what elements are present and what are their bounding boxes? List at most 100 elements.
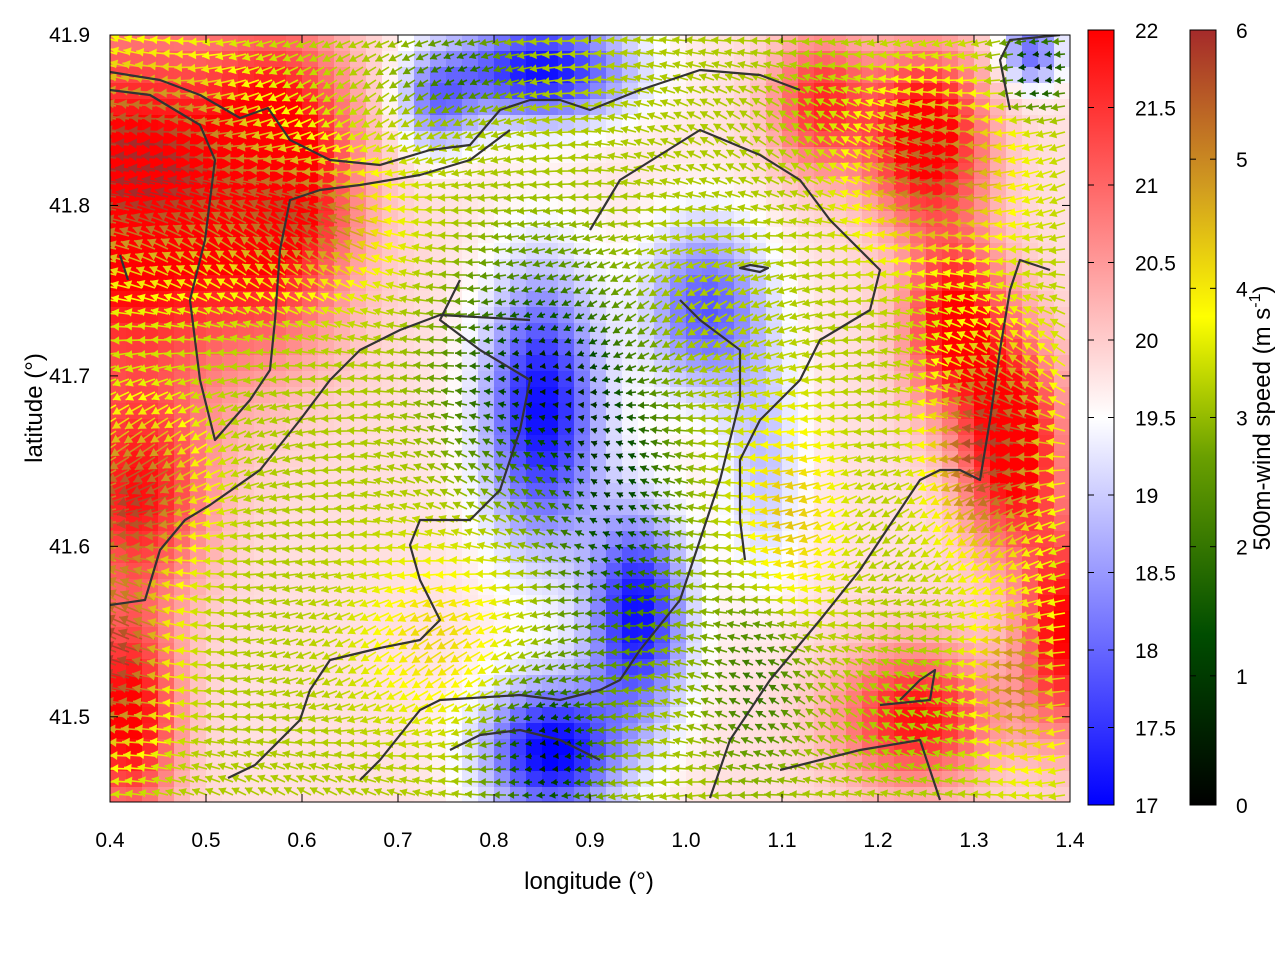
heatmap-cell <box>558 771 575 788</box>
heatmap-cell <box>1054 83 1070 100</box>
heatmap-cell <box>286 355 303 372</box>
heatmap-cell <box>190 739 207 756</box>
heatmap-cell <box>590 723 607 740</box>
heatmap-cell <box>574 451 591 468</box>
heatmap-cell <box>446 275 463 292</box>
heatmap-cell <box>862 787 879 802</box>
heatmap-cell <box>270 355 287 372</box>
heatmap-cell <box>590 35 607 52</box>
heatmap-cell <box>286 51 303 68</box>
heatmap-cell <box>318 403 335 420</box>
heatmap-cell <box>414 355 431 372</box>
heatmap-cell <box>1054 659 1070 676</box>
heatmap-cell <box>286 595 303 612</box>
wind-arrow-head <box>91 138 100 148</box>
heatmap-cell <box>1054 451 1070 468</box>
heatmap-cell <box>270 531 287 548</box>
wind-arrow-head <box>91 190 100 200</box>
heatmap-cell <box>190 531 207 548</box>
heatmap-cell <box>478 243 495 260</box>
heatmap-cell <box>350 515 367 532</box>
heatmap-cell <box>926 211 943 228</box>
heatmap-cell <box>350 131 367 148</box>
heatmap-cell <box>1022 227 1039 244</box>
heatmap-cell <box>238 547 255 564</box>
heatmap-cell <box>254 787 271 802</box>
heatmap-cell <box>478 227 495 244</box>
heatmap-cell <box>622 627 639 644</box>
heatmap-cell <box>750 35 767 52</box>
heatmap-cell <box>238 339 255 356</box>
heatmap-cell <box>446 243 463 260</box>
heatmap-cell <box>430 563 447 580</box>
heatmap-cell <box>606 595 623 612</box>
heatmap-cell <box>686 83 703 100</box>
heatmap-cell <box>718 83 735 100</box>
heatmap-cell <box>238 323 255 340</box>
heatmap-cell <box>606 451 623 468</box>
heatmap-cell <box>558 387 575 404</box>
heatmap-cell <box>942 243 959 260</box>
heatmap-cell <box>110 483 127 500</box>
heatmap-cell <box>302 435 319 452</box>
heatmap-cell <box>286 723 303 740</box>
heatmap-cell <box>574 707 591 724</box>
heatmap-cell <box>622 483 639 500</box>
heatmap-cell <box>558 547 575 564</box>
heatmap-cell <box>590 771 607 788</box>
heatmap-cell <box>718 211 735 228</box>
heatmap-cell <box>526 419 543 436</box>
heatmap-cell <box>350 499 367 516</box>
heatmap-cell <box>718 563 735 580</box>
heatmap-cell <box>526 259 543 276</box>
heatmap-cell <box>718 531 735 548</box>
heatmap-cell <box>366 499 383 516</box>
wind-arrow-head <box>110 125 113 136</box>
heatmap-cell <box>318 691 335 708</box>
heatmap-cell <box>286 547 303 564</box>
heatmap-cell <box>270 499 287 516</box>
heatmap-cell <box>1006 739 1023 756</box>
heatmap-cell <box>494 51 511 68</box>
heatmap-cell <box>846 83 863 100</box>
heatmap-cell <box>334 355 351 372</box>
heatmap-cell <box>462 291 479 308</box>
heatmap-cell <box>654 163 671 180</box>
heatmap-cell <box>590 739 607 756</box>
heatmap-cell <box>542 227 559 244</box>
heatmap-cell <box>862 627 879 644</box>
heatmap-cell <box>574 483 591 500</box>
wind-arrow-head <box>91 202 100 212</box>
heatmap-cell <box>190 707 207 724</box>
heatmap-cell <box>862 435 879 452</box>
heatmap-cell <box>206 131 223 148</box>
heatmap-cell <box>302 51 319 68</box>
heatmap-cell <box>542 35 559 52</box>
heatmap-cell <box>526 515 543 532</box>
heatmap-cell <box>446 787 463 802</box>
heatmap-cell <box>558 595 575 612</box>
heatmap-cell <box>446 51 463 68</box>
heatmap-cell <box>686 227 703 244</box>
heatmap-cell <box>142 771 159 788</box>
heatmap-cell <box>670 483 687 500</box>
heatmap-cell <box>286 515 303 532</box>
heatmap-cell <box>798 643 815 660</box>
heatmap-cell <box>334 387 351 404</box>
heatmap-cell <box>494 771 511 788</box>
heatmap-cell <box>654 691 671 708</box>
heatmap-cell <box>206 547 223 564</box>
heatmap-cell <box>126 99 143 116</box>
heatmap-cell <box>1054 499 1070 516</box>
heatmap-cell <box>1054 707 1070 724</box>
heatmap-cell <box>574 387 591 404</box>
heatmap-cell <box>686 515 703 532</box>
heatmap-cell <box>238 355 255 372</box>
heatmap-cell <box>590 707 607 724</box>
heatmap-cell <box>974 659 991 676</box>
heatmap-cell <box>398 211 415 228</box>
heatmap-cell <box>430 51 447 68</box>
heatmap-cell <box>110 339 127 356</box>
heatmap-cell <box>622 67 639 84</box>
heatmap-cell <box>174 339 191 356</box>
